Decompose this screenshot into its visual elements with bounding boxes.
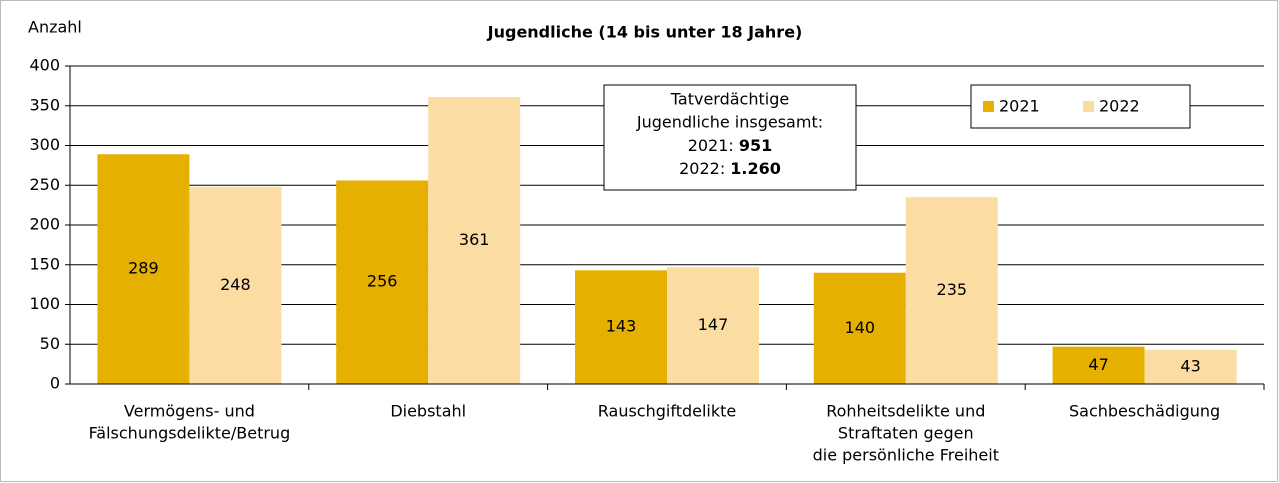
bar [667,267,759,384]
data-label: 361 [459,230,490,249]
y-tick-label: 150 [29,254,60,273]
bar [1052,346,1145,384]
data-label: 143 [606,317,637,336]
x-tick-label: Straftaten gegen [838,424,974,443]
annotation-total: 2021: 951 [688,136,773,155]
bar [575,270,667,384]
y-tick-label: 350 [29,95,60,114]
data-label: 289 [128,259,159,278]
annotation-text: Jugendliche insgesamt: [636,113,823,132]
legend-swatch [983,101,994,112]
y-tick-label: 50 [40,334,60,353]
x-tick-label: Sachbeschädigung [1069,402,1220,421]
y-tick-label: 300 [29,135,60,154]
bar [189,186,282,384]
annotation-box [603,84,857,191]
annotation-total-name: 2021: [688,136,734,155]
x-tick-label: die persönliche Freiheit [813,446,999,465]
bar [97,154,190,384]
y-tick-label: 200 [29,215,60,234]
x-tick-label: Diebstahl [390,402,466,421]
data-label: 248 [220,275,251,294]
y-axis-label: Anzahl [28,18,82,37]
bar [336,180,429,384]
data-label: 256 [367,272,398,291]
y-tick-label: 100 [29,294,60,313]
x-tick-label: Vermögens- und [124,402,255,421]
legend-box [970,84,1191,129]
data-label: 235 [937,280,968,299]
bar [428,97,521,384]
annotation-total: 2022: 1.260 [679,159,781,178]
bar [1144,349,1237,384]
y-tick-label: 400 [29,56,60,75]
data-label: 140 [845,318,876,337]
y-tick-label: 0 [50,374,60,393]
y-tick-label: 250 [29,175,60,194]
chart-title: Jugendliche (14 bis unter 18 Jahre) [487,23,803,42]
x-tick-label: Fälschungsdelikte/Betrug [89,424,291,443]
annotation-text: Tatverdächtige [670,90,789,109]
legend-swatch [1083,101,1094,112]
legend-label: 2021 [999,97,1040,116]
annotation-total-value: 951 [739,136,772,155]
annotation-total-name: 2022: [679,159,725,178]
annotation-total-value: 1.260 [730,159,781,178]
x-tick-label: Rauschgiftdelikte [598,402,736,421]
data-label: 43 [1180,356,1200,375]
data-label: 47 [1088,355,1108,374]
data-label: 147 [698,315,729,334]
x-tick-label: Rohheitsdelikte und [826,402,985,421]
bar [813,272,906,384]
bar [905,197,998,384]
legend-label: 2022 [1099,97,1140,116]
